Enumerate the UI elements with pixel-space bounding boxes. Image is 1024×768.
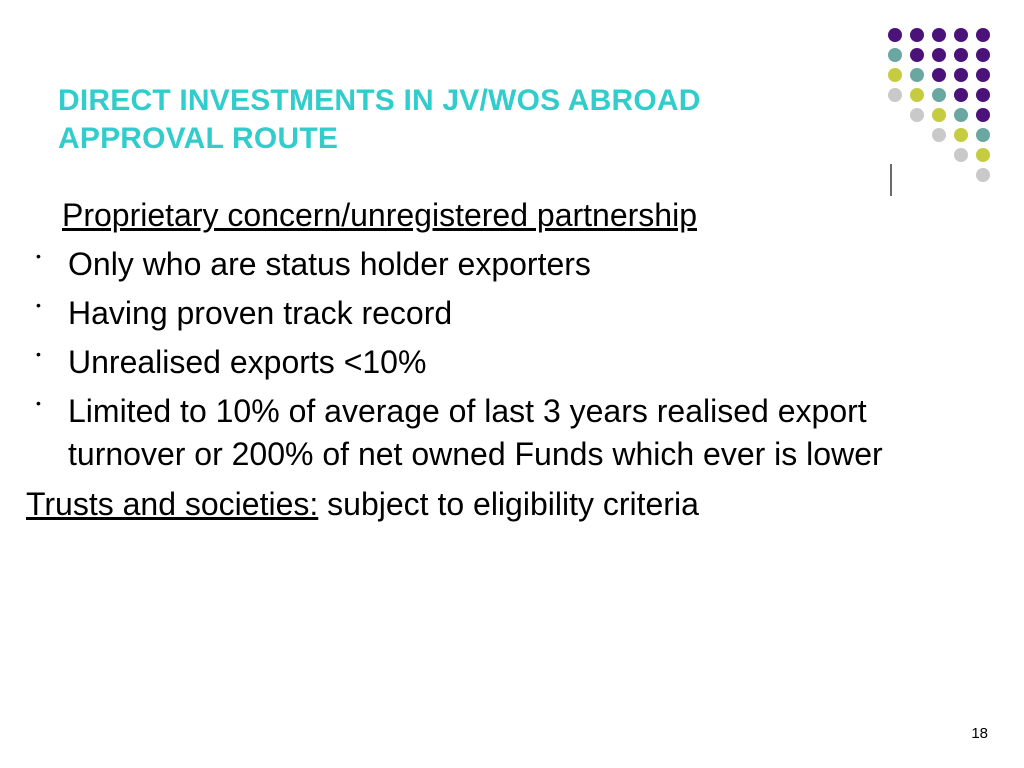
dot-icon [976,68,990,82]
dot-icon [932,128,946,142]
dot-icon [954,88,968,102]
dot-row [840,88,990,102]
dot-row [840,68,990,82]
bullet-item: Unrealised exports <10% [18,341,948,384]
closing-rest: subject to eligibility criteria [318,486,699,522]
dot-row [840,28,990,42]
bullet-item: Having proven track record [18,292,948,335]
dot-icon [932,88,946,102]
page-number: 18 [971,725,988,742]
dot-icon [954,108,968,122]
dot-icon [888,48,902,62]
dot-row [840,108,990,122]
dot-icon [910,48,924,62]
dot-row [840,148,990,162]
dot-row [840,128,990,142]
closing-underlined: Trusts and societies: [26,486,318,522]
dot-icon [910,108,924,122]
dot-icon [932,68,946,82]
dot-icon [888,28,902,42]
title-line-2: APPROVAL ROUTE [58,120,828,158]
dot-icon [888,88,902,102]
slide-title: DIRECT INVESTMENTS IN JV/WOS ABROAD APPR… [58,82,828,157]
dot-icon [954,68,968,82]
decorative-dot-pattern [840,28,990,188]
dot-icon [910,28,924,42]
dot-icon [976,88,990,102]
dot-icon [932,28,946,42]
bullet-item: Limited to 10% of average of last 3 year… [18,390,948,476]
slide-body: Proprietary concern/unregistered partner… [18,195,948,526]
dot-icon [954,128,968,142]
dot-icon [976,148,990,162]
vertical-rule [890,164,892,196]
subheading: Proprietary concern/unregistered partner… [62,195,948,237]
closing-line: Trusts and societies: subject to eligibi… [26,483,948,526]
dot-icon [932,48,946,62]
dot-icon [976,168,990,182]
dot-icon [910,88,924,102]
dot-row [840,168,990,182]
dot-icon [888,68,902,82]
title-line-1: DIRECT INVESTMENTS IN JV/WOS ABROAD [58,82,828,120]
dot-icon [976,48,990,62]
bullet-list: Only who are status holder exporters Hav… [18,243,948,477]
dot-icon [932,108,946,122]
dot-icon [910,68,924,82]
dot-icon [976,28,990,42]
dot-icon [954,48,968,62]
slide: DIRECT INVESTMENTS IN JV/WOS ABROAD APPR… [0,0,1024,768]
dot-icon [954,28,968,42]
dot-icon [976,108,990,122]
bullet-item: Only who are status holder exporters [18,243,948,286]
dot-icon [976,128,990,142]
dot-icon [954,148,968,162]
dot-row [840,48,990,62]
